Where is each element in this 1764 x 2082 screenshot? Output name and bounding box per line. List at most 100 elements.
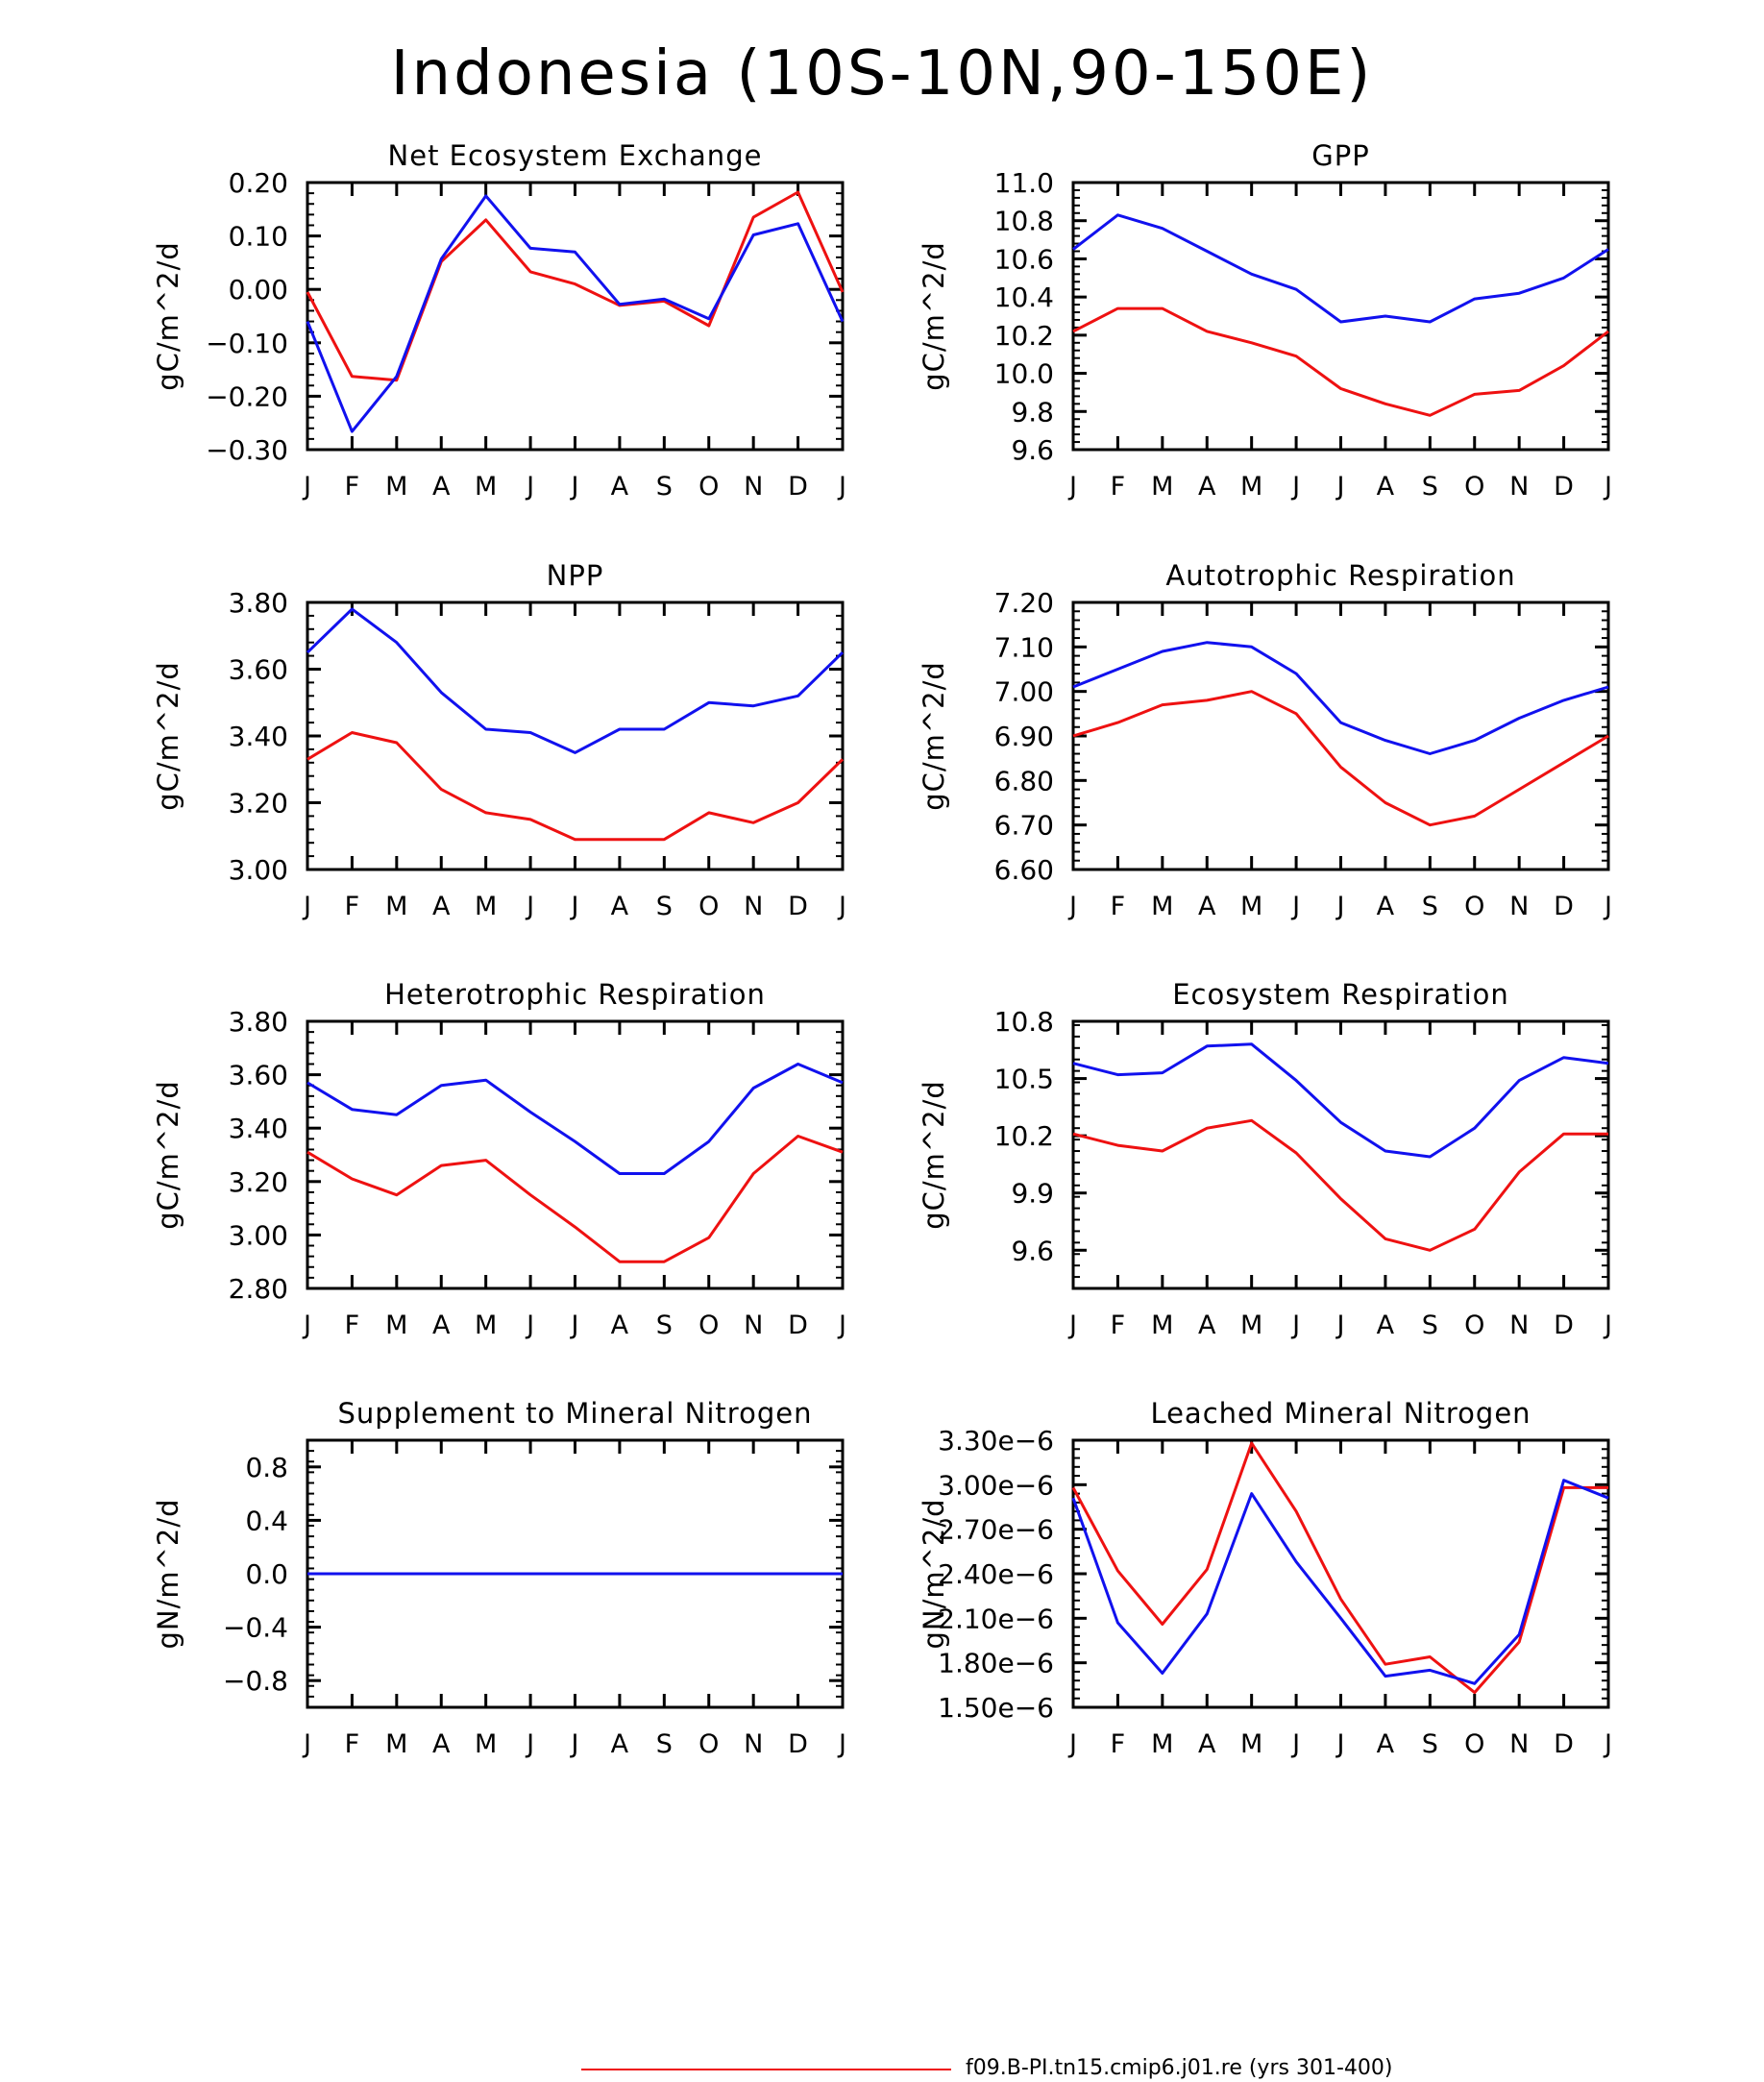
y-tick-label: 7.10 xyxy=(994,631,1054,663)
y-tick-label: 9.8 xyxy=(1011,396,1054,428)
x-tick-label: D xyxy=(788,1310,808,1340)
x-tick-label: J xyxy=(1335,1310,1345,1340)
x-tick-label: J xyxy=(1335,1729,1345,1759)
x-tick-label: D xyxy=(1554,1310,1574,1340)
x-tick-label: M xyxy=(1151,892,1173,921)
x-tick-label: M xyxy=(475,1729,497,1759)
x-tick-label: N xyxy=(744,472,763,502)
x-tick-label: J xyxy=(1290,472,1300,502)
x-tick-label: M xyxy=(385,472,407,502)
plot-frame xyxy=(1071,600,1610,871)
x-tick-label: O xyxy=(1464,1310,1484,1340)
x-tick-label: N xyxy=(1509,1310,1529,1340)
y-axis-label: gN/m^2/d xyxy=(918,1498,950,1649)
x-tick-label: A xyxy=(432,1729,451,1759)
x-tick-label: A xyxy=(1377,1729,1395,1759)
x-tick-label: D xyxy=(788,472,808,502)
chart-title: Heterotrophic Respiration xyxy=(384,978,766,1011)
x-tick-label: O xyxy=(698,472,719,502)
y-tick-label: 3.40 xyxy=(229,1113,288,1144)
page-title: Indonesia (10S-10N,90-150E) xyxy=(390,38,1374,110)
x-tick-label: A xyxy=(432,472,451,502)
x-tick-label: F xyxy=(1111,892,1126,921)
series-line-blue xyxy=(1072,1042,1609,1159)
x-tick-label: A xyxy=(611,892,629,921)
x-tick-label: J xyxy=(302,472,311,502)
x-tick-label: D xyxy=(788,1729,808,1759)
y-tick-label: 2.80 xyxy=(229,1273,288,1305)
x-tick-label: J xyxy=(837,892,846,921)
x-tick-label: A xyxy=(1198,892,1216,921)
x-tick-label: J xyxy=(302,892,311,921)
legend-entry-label: f09.B-PI.tn15.cmip6.j01.re (yrs 301-400) xyxy=(966,2056,1393,2080)
x-tick-label: A xyxy=(432,1310,451,1340)
y-tick-label: 10.8 xyxy=(994,206,1054,237)
y-tick-label: 10.2 xyxy=(994,1120,1054,1152)
x-tick-label: A xyxy=(611,472,629,502)
x-tick-label: J xyxy=(837,1729,846,1759)
x-tick-label: M xyxy=(475,472,497,502)
y-tick-label: 11.0 xyxy=(994,167,1054,199)
y-axis-label: gC/m^2/d xyxy=(918,1080,950,1230)
y-tick-label: 10.6 xyxy=(994,243,1054,275)
x-tick-label: M xyxy=(1240,1310,1262,1340)
x-tick-label: J xyxy=(302,1729,311,1759)
x-tick-label: N xyxy=(1509,472,1529,502)
series-line-blue xyxy=(306,194,845,433)
x-tick-label: F xyxy=(345,892,360,921)
series-line-red xyxy=(1072,306,1609,417)
y-tick-label: 6.90 xyxy=(994,721,1054,752)
y-tick-label: 0.00 xyxy=(229,274,288,306)
x-tick-label: D xyxy=(1554,472,1574,502)
plot-frame xyxy=(306,600,845,871)
x-tick-label: M xyxy=(475,892,497,921)
x-tick-label: J xyxy=(837,1310,846,1340)
chart-title: Supplement to Mineral Nitrogen xyxy=(338,1397,813,1430)
x-tick-label: F xyxy=(1111,1310,1126,1340)
y-tick-label: 7.00 xyxy=(994,676,1054,708)
x-tick-label: M xyxy=(1151,472,1173,502)
x-tick-label: J xyxy=(1603,892,1612,921)
y-tick-label: 9.6 xyxy=(1011,434,1054,466)
x-tick-label: F xyxy=(345,1310,360,1340)
y-tick-label: 9.6 xyxy=(1011,1235,1054,1266)
y-tick-label: 3.80 xyxy=(229,587,288,619)
x-tick-label: A xyxy=(1198,1310,1216,1340)
x-tick-label: J xyxy=(1290,892,1300,921)
x-tick-label: F xyxy=(345,1729,360,1759)
plot-frame xyxy=(306,1019,845,1290)
y-tick-label: 3.00e−6 xyxy=(938,1469,1054,1501)
y-tick-label: 7.20 xyxy=(994,587,1054,619)
x-tick-label: S xyxy=(1422,472,1438,502)
series-line-red xyxy=(1072,1118,1608,1252)
y-axis-label: gC/m^2/d xyxy=(918,661,950,811)
x-tick-label: S xyxy=(656,1729,673,1759)
plot-frame xyxy=(1071,1438,1610,1709)
y-tick-label: 3.20 xyxy=(229,1166,288,1198)
x-tick-label: J xyxy=(570,892,579,921)
x-tick-label: N xyxy=(744,892,763,921)
x-tick-label: A xyxy=(611,1729,629,1759)
x-tick-label: M xyxy=(385,892,407,921)
x-tick-label: J xyxy=(570,1310,579,1340)
y-tick-label: 10.8 xyxy=(994,1006,1054,1038)
x-tick-label: O xyxy=(1464,1729,1484,1759)
x-tick-label: A xyxy=(1377,472,1395,502)
x-tick-label: O xyxy=(698,1310,719,1340)
x-tick-label: S xyxy=(1422,1310,1438,1340)
y-tick-label: 10.4 xyxy=(994,282,1054,313)
x-tick-label: J xyxy=(1067,1310,1077,1340)
x-tick-label: S xyxy=(656,892,673,921)
x-tick-label: M xyxy=(475,1310,497,1340)
y-tick-label: 0.8 xyxy=(245,1452,288,1483)
x-tick-label: J xyxy=(525,1729,534,1759)
x-tick-label: M xyxy=(385,1310,407,1340)
x-tick-label: J xyxy=(1335,472,1345,502)
x-tick-label: O xyxy=(1464,892,1484,921)
x-tick-label: N xyxy=(1509,1729,1529,1759)
y-tick-label: 1.50e−6 xyxy=(938,1692,1054,1724)
x-tick-label: J xyxy=(525,892,534,921)
x-tick-label: F xyxy=(1111,472,1126,502)
y-tick-label: 3.60 xyxy=(229,1060,288,1091)
x-tick-label: S xyxy=(1422,892,1438,921)
